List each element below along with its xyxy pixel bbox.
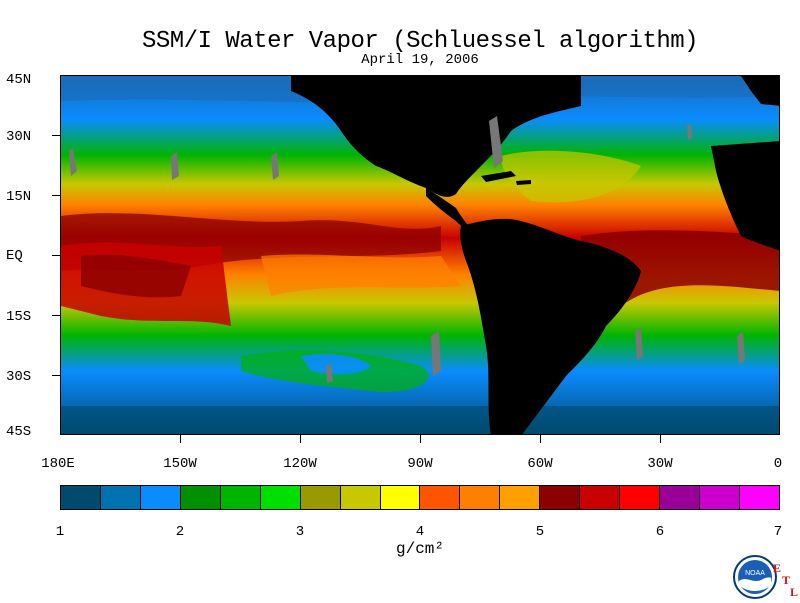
colorbar-swatch [620,486,661,509]
lat-label-15n: 15N [6,189,32,205]
lon-tick [180,435,181,443]
lat-label-45s: 45S [6,424,32,440]
colorbar-swatch [340,486,381,509]
lat-label-30s: 30S [6,369,32,385]
colorbar-swatch [460,486,501,509]
lon-label-60w: 60W [527,456,553,472]
lat-tick [52,315,60,316]
svg-text:NOAA: NOAA [745,570,765,577]
lon-label-150w: 150W [163,456,197,472]
colorbar-swatch [700,486,740,509]
lat-tick [52,195,60,196]
colorbar-swatch [300,486,341,509]
water-vapor-map [60,75,780,435]
noaa-logo: NOAA [733,555,777,599]
etl-letter-l: L [790,585,799,599]
colorbar-swatch [140,486,181,509]
colorbar-unit: g/cm² [395,540,444,558]
colorbar-swatch [660,486,700,509]
lat-tick [52,375,60,376]
etl-letter-e: E [773,561,782,575]
lon-label-180e: 180E [41,456,75,472]
lon-tick [300,435,301,443]
colorbar-label: 4 [415,524,425,540]
colorbar-swatch [380,486,421,509]
chart-date: April 19, 2006 [361,52,479,68]
lon-label-90w: 90W [407,456,433,472]
colorbar-label: 6 [655,524,665,540]
colorbar-swatch [739,486,779,509]
lat-label-eq: EQ [6,248,23,264]
lon-tick [660,435,661,443]
colorbar-swatch [220,486,261,509]
colorbar-swatch [580,486,621,509]
colorbar-swatch [61,486,101,509]
lon-tick [420,435,421,443]
etl-letter-t: T [782,573,791,587]
lat-tick [52,135,60,136]
lat-label-30n: 30N [6,129,32,145]
colorbar-swatch [100,486,141,509]
colorbar-swatch [180,486,221,509]
lon-tick [540,435,541,443]
lat-label-45n: 45N [6,72,32,88]
chart-title: SSM/I Water Vapor (Schluessel algorithm) [141,28,699,55]
lon-label-0: 0 [773,456,783,472]
lon-label-30w: 30W [647,456,673,472]
colorbar-swatch [540,486,581,509]
colorbar-label: 2 [175,524,185,540]
colorbar-swatch [260,486,301,509]
lat-tick [52,255,60,256]
colorbar-swatch [420,486,461,509]
colorbar-label: 5 [535,524,545,540]
colorbar-swatch [500,486,541,509]
colorbar-label: 1 [55,524,65,540]
colorbar [60,485,780,510]
lon-label-120w: 120W [283,456,317,472]
lat-label-15s: 15S [6,309,32,325]
colorbar-label: 7 [773,524,783,540]
colorbar-label: 3 [295,524,305,540]
